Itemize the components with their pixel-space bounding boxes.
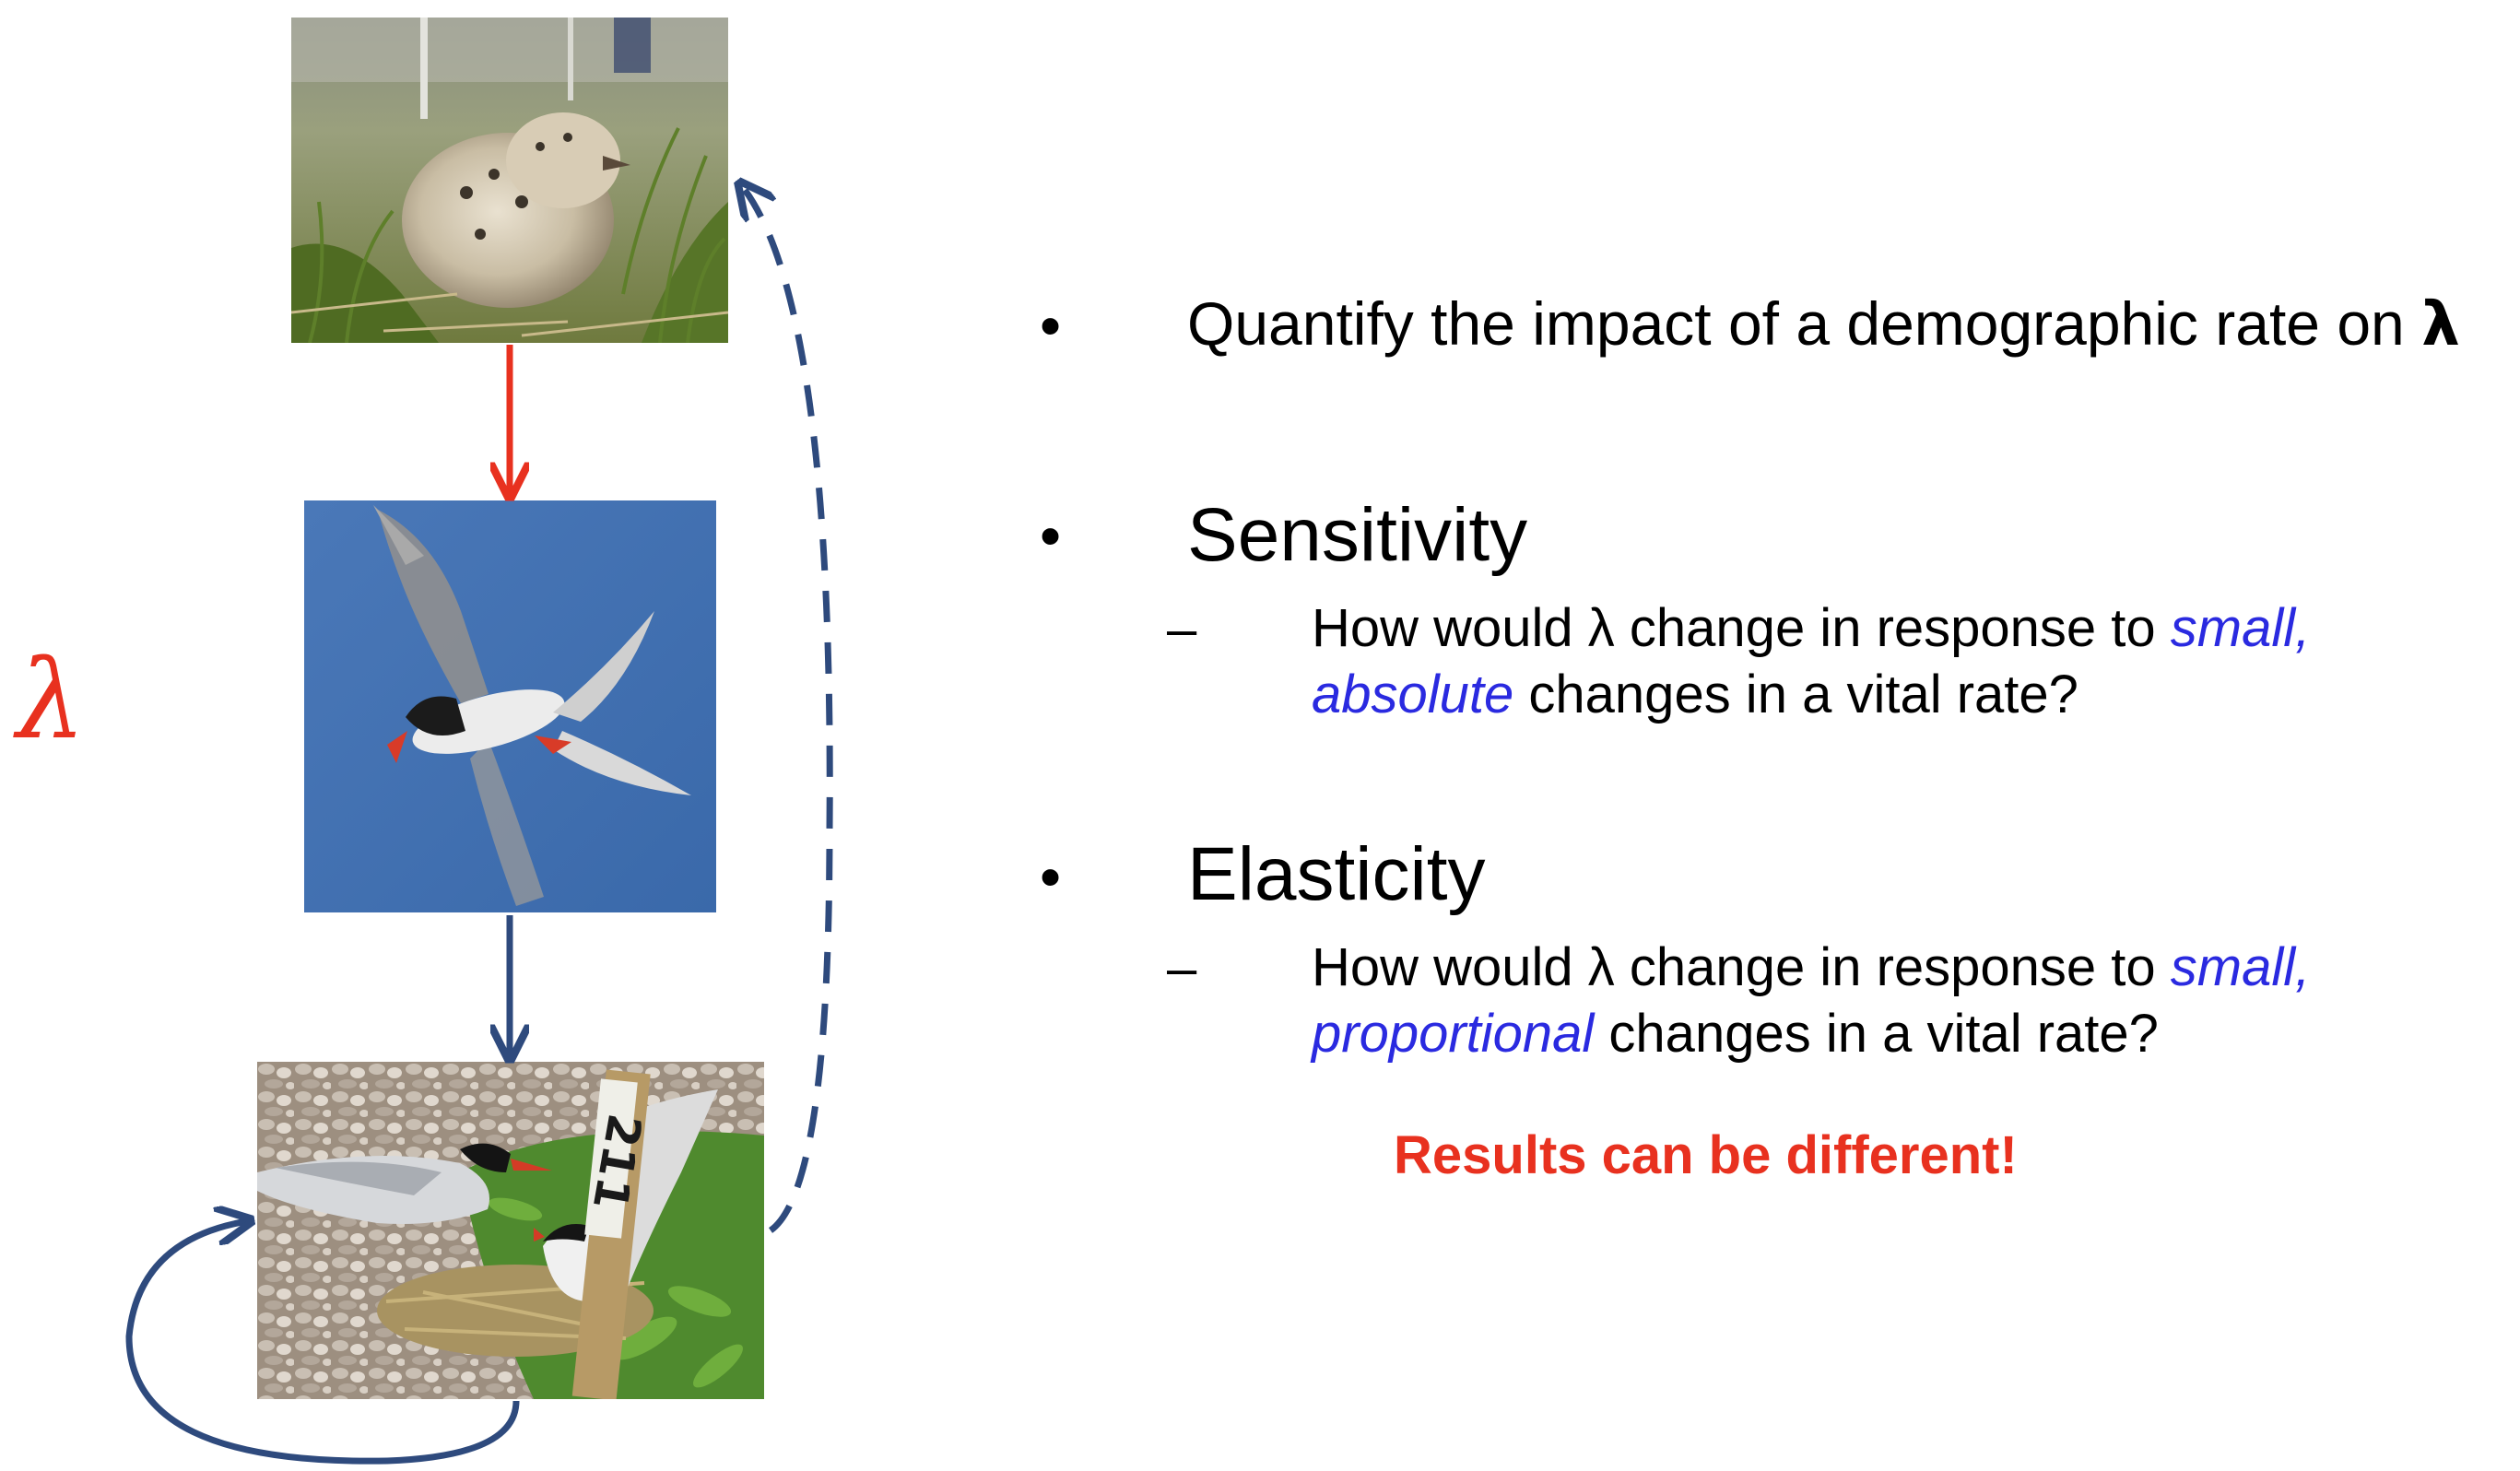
sensitivity-question-suffix: changes in a vital rate? xyxy=(1513,665,2078,724)
quantify-impact-label: Quantify the impact of a demographic rat… xyxy=(1187,289,2422,358)
dash-marker: – xyxy=(1167,599,1197,659)
sensitivity-emphasis-small: small, xyxy=(2170,598,2311,658)
elasticity-question-prefix: How would λ change in response to xyxy=(1312,937,2171,997)
sensitivity-question-line1: How would λ change in response to small, xyxy=(1312,595,2310,662)
sensitivity-emphasis-absolute: absolute xyxy=(1312,665,1514,724)
elasticity-question-line2: proportional changes in a vital rate? xyxy=(1312,1001,2310,1067)
sensitivity-question: How would λ change in response to small,… xyxy=(1312,595,2310,728)
bullet-point: • xyxy=(1040,842,1062,911)
tern-chick-photo xyxy=(291,18,728,343)
dash-marker: – xyxy=(1167,938,1197,998)
sensitivity-question-line2: absolute changes in a vital rate? xyxy=(1312,662,2310,728)
quantify-impact-text: Quantify the impact of a demographic rat… xyxy=(1187,293,2460,355)
flying-tern-photo xyxy=(304,500,716,912)
bullet-point: • xyxy=(1040,291,1062,359)
bullet-point: • xyxy=(1040,501,1062,570)
nesting-tern-photo: 211 xyxy=(257,1062,764,1399)
results-note: Results can be different! xyxy=(1394,1125,2018,1185)
elasticity-question: How would λ change in response to small,… xyxy=(1312,935,2310,1067)
elasticity-question-suffix: changes in a vital rate? xyxy=(1594,1004,2159,1064)
elasticity-emphasis-proportional: proportional xyxy=(1312,1004,1595,1064)
sensitivity-question-prefix: How would λ change in response to xyxy=(1312,598,2171,658)
sensitivity-heading: Sensitivity xyxy=(1187,493,1528,577)
elasticity-emphasis-small: small, xyxy=(2170,937,2311,997)
elasticity-heading: Elasticity xyxy=(1187,832,1486,916)
elasticity-question-line1: How would λ change in response to small, xyxy=(1312,935,2310,1001)
lambda-bold: λ xyxy=(2421,288,2460,359)
lambda-symbol: λ xyxy=(17,636,86,763)
